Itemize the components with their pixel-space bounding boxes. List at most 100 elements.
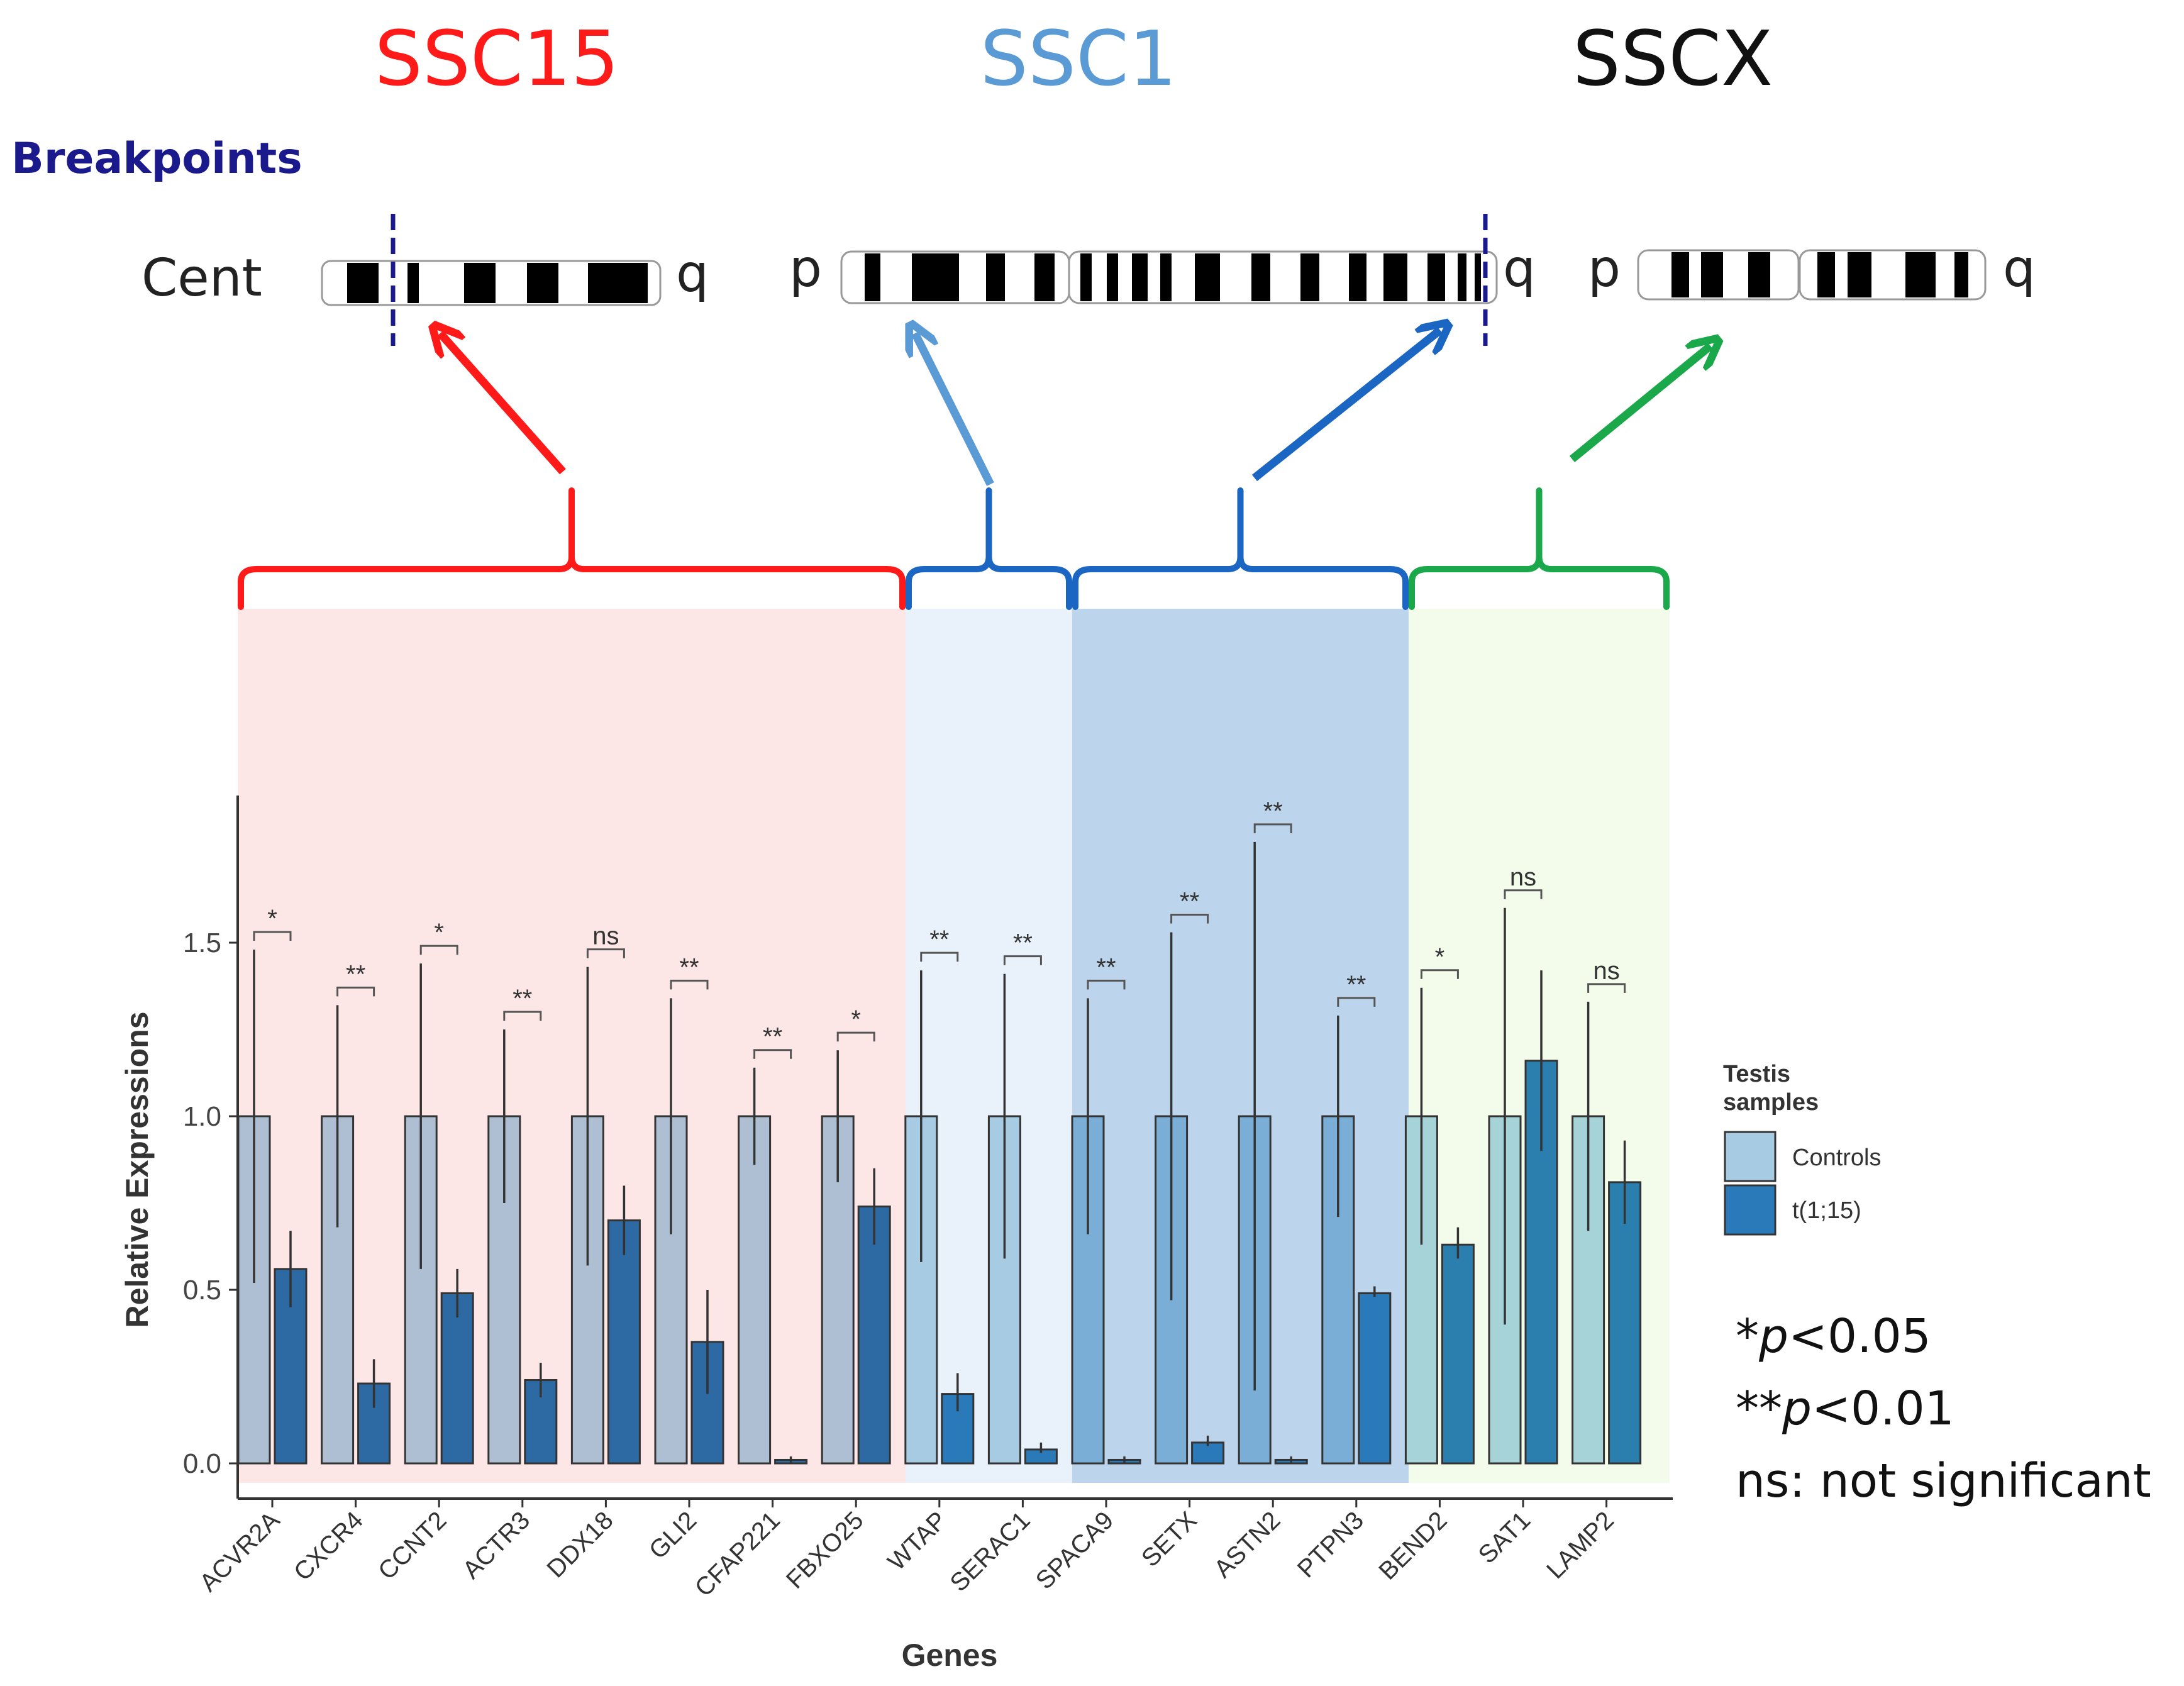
brace-ssc15 xyxy=(238,487,906,610)
x-tick-label-WTAP: WTAP xyxy=(882,1506,952,1576)
sig-label-BEND2: * xyxy=(1435,943,1445,971)
x-tick-label-ACVR2A: ACVR2A xyxy=(194,1506,285,1597)
sig-label-CXCR4: ** xyxy=(346,960,365,988)
sig-label-LAMP2: ns xyxy=(1593,957,1619,985)
sig-bracket-SETX xyxy=(1170,913,1209,924)
brace-sscx xyxy=(1409,487,1670,610)
sig-bracket-CXCR4 xyxy=(336,986,375,997)
sig-label-WTAP: ** xyxy=(929,926,949,953)
ideogram-label-p-ssc1: p xyxy=(789,239,822,299)
legend-label-controls: Controls xyxy=(1792,1145,1882,1171)
sig-label-ACTR3: ** xyxy=(513,985,532,1012)
bar-t115-FBXO25 xyxy=(857,1206,891,1465)
legend-label-t115: t(1;15) xyxy=(1792,1197,1861,1224)
y-tick-labels: 0.0 0.5 1.0 1.5 xyxy=(183,928,238,1479)
sig-label-SPACA9: ** xyxy=(1096,953,1116,981)
sig-label-SETX: ** xyxy=(1180,887,1199,915)
arrow-ssc15 xyxy=(440,333,566,475)
bar-controls-CFAP221 xyxy=(738,1115,772,1465)
sig-bracket-SAT1 xyxy=(1504,889,1543,899)
x-tick-label-CCNT2: CCNT2 xyxy=(373,1506,452,1585)
x-tick-labels: ACVR2A CXCR4 CCNT2 ACTR3 DDX18 GLI2CFAP221FBX… xyxy=(194,1499,1619,1602)
ideogram-sscx xyxy=(1637,249,1987,301)
sig-label-CFAP221: ** xyxy=(763,1023,782,1051)
legend: Testis samples Controls t(1;15) xyxy=(1723,1061,1882,1236)
group-braces xyxy=(238,487,1670,610)
title-ssc15: SSC15 xyxy=(375,16,619,103)
significance-notes: *p<0.05 **p<0.01 ns: not significant xyxy=(1736,1309,2151,1508)
y-axis-title: Relative Expressions xyxy=(119,1011,155,1328)
sig-label-ASTN2: ** xyxy=(1263,797,1283,825)
legend-swatch-t115 xyxy=(1724,1184,1777,1236)
x-tick-label-SAT1: SAT1 xyxy=(1473,1506,1536,1569)
error-bars xyxy=(253,841,1626,1463)
sig-bracket-SPACA9 xyxy=(1087,979,1126,990)
sig-bracket-WTAP xyxy=(920,951,959,962)
sig-label-GLI2: ** xyxy=(679,953,699,981)
bar-t115-WTAP xyxy=(941,1393,975,1465)
sig-bracket-BEND2 xyxy=(1420,969,1459,979)
sig-label-DDX18: ns xyxy=(592,923,619,950)
brace-ssc1-q xyxy=(1072,487,1409,610)
sig-label-PTPN3: ** xyxy=(1346,971,1366,999)
bar-t115-DDX18 xyxy=(607,1219,641,1465)
ideogram-label-q-sscx: q xyxy=(2003,239,2036,299)
sig-label-CCNT2: * xyxy=(434,919,444,946)
x-tick-label-BEND2: BEND2 xyxy=(1373,1506,1452,1585)
brace-ssc1-p xyxy=(906,487,1072,610)
x-tick-label-ACTR3: ACTR3 xyxy=(457,1506,535,1584)
bar-t115-CCNT2 xyxy=(440,1292,474,1465)
x-tick-label-ASTN2: ASTN2 xyxy=(1209,1506,1285,1583)
sig-bracket-LAMP2 xyxy=(1587,983,1626,993)
ideogram-ssc15 xyxy=(321,260,662,306)
sig-label-SERAC1: ** xyxy=(1013,929,1033,957)
sig-bracket-PTPN3 xyxy=(1337,997,1376,1007)
sig-bracket-CFAP221 xyxy=(753,1049,792,1059)
note-p01: **p<0.01 xyxy=(1736,1382,1954,1436)
sig-bracket-DDX18 xyxy=(586,948,625,958)
x-tick-label-SPACA9: SPACA9 xyxy=(1031,1506,1119,1595)
arrow-sscx xyxy=(1569,346,1710,463)
sig-bracket-CCNT2 xyxy=(419,945,458,955)
bar-t115-PTPN3 xyxy=(1358,1292,1392,1465)
note-p05: *p<0.05 xyxy=(1736,1309,1931,1363)
sig-label-ACVR2A: * xyxy=(267,905,277,933)
arrow-ssc1-q xyxy=(1251,330,1440,482)
sig-label-SAT1: ns xyxy=(1510,863,1536,891)
x-tick-label-GLI2: GLI2 xyxy=(644,1506,702,1564)
x-tick-label-PTPN3: PTPN3 xyxy=(1292,1506,1369,1583)
y-tick-label: 1.5 xyxy=(183,928,221,958)
y-tick-label: 0.5 xyxy=(183,1275,221,1306)
sig-bracket-ACVR2A xyxy=(253,931,292,941)
ideogram-ssc1 xyxy=(840,250,1498,304)
x-tick-label-LAMP2: LAMP2 xyxy=(1541,1506,1619,1584)
sig-bracket-ACTR3 xyxy=(503,1011,542,1021)
ideogram-label-q-ssc1: q xyxy=(1503,239,1536,299)
x-tick-label-CFAP221: CFAP221 xyxy=(690,1506,785,1602)
x-tick-label-SERAC1: SERAC1 xyxy=(945,1506,1035,1597)
x-tick-label-SETX: SETX xyxy=(1136,1506,1202,1572)
sig-bracket-ASTN2 xyxy=(1253,823,1292,833)
ideogram-label-cent: Cent xyxy=(141,248,262,308)
legend-title-line1: Testis xyxy=(1723,1061,1790,1087)
ideogram-label-p-sscx: p xyxy=(1588,239,1621,299)
sig-bracket-SERAC1 xyxy=(1003,955,1042,965)
title-ssc1: SSC1 xyxy=(980,16,1177,103)
arrow-ssc1-p xyxy=(915,333,994,486)
breakpoints-label: Breakpoints xyxy=(11,134,302,184)
bar-t115-LAMP2 xyxy=(1608,1181,1642,1465)
y-tick-label: 1.0 xyxy=(183,1101,221,1132)
ideogram-label-q-ssc15: q xyxy=(676,244,709,304)
title-sscx: SSCX xyxy=(1573,16,1773,103)
x-axis-title: Genes xyxy=(902,1638,998,1673)
sig-bracket-GLI2 xyxy=(670,979,709,990)
bar-t115-BEND2 xyxy=(1441,1243,1475,1465)
legend-title-line2: samples xyxy=(1723,1089,1819,1116)
legend-swatch-controls xyxy=(1724,1131,1777,1182)
x-tick-label-CXCR4: CXCR4 xyxy=(289,1506,369,1586)
x-tick-label-FBXO25: FBXO25 xyxy=(781,1506,869,1594)
y-tick-label: 0.0 xyxy=(183,1448,221,1479)
x-tick-label-DDX18: DDX18 xyxy=(541,1506,618,1583)
